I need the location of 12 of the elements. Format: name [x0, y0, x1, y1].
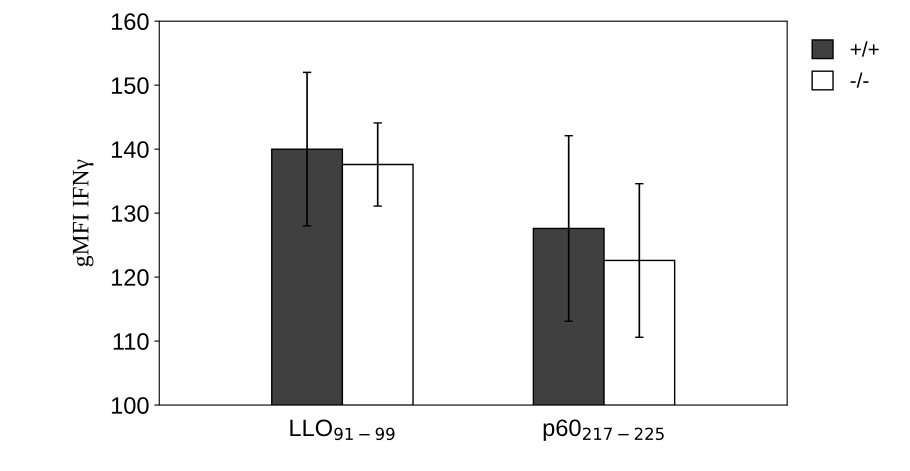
y-tick-label: 160 — [112, 13, 149, 30]
y-tick-label: 150 — [112, 77, 149, 94]
y-tick-label: 130 — [112, 205, 149, 222]
y-tick-label: 120 — [112, 269, 149, 286]
x-tick-label: p60$_{217−225}$ — [544, 419, 664, 441]
x-tick-label: LLO$_{91−99}$ — [290, 420, 394, 440]
legend-label: +/+ — [850, 41, 879, 57]
y-tick-label: 110 — [114, 333, 149, 350]
y-axis-title: gMFI IFNγ — [72, 160, 94, 266]
y-tick-label: 100 — [112, 397, 149, 414]
legend-label: -/- — [850, 72, 868, 88]
y-tick-label: 140 — [112, 141, 149, 158]
